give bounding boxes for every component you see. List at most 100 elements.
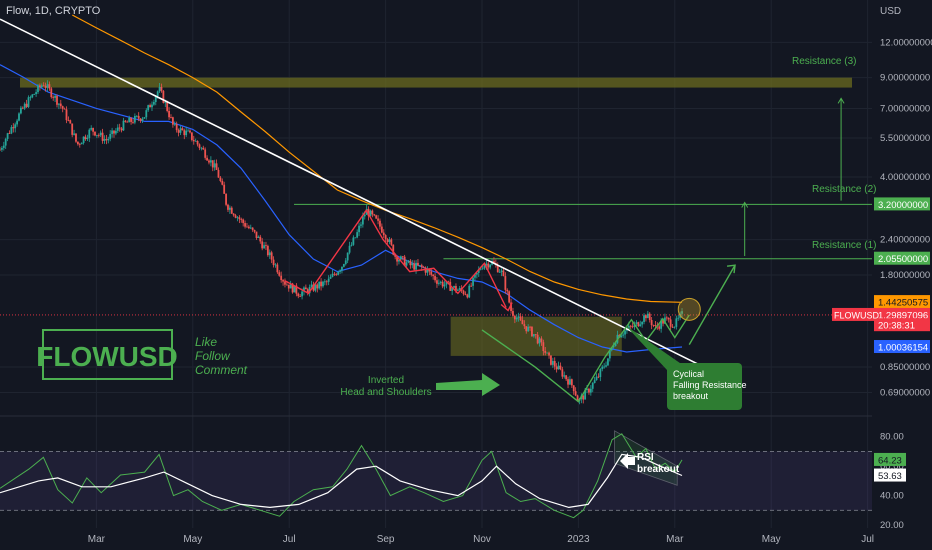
candle[interactable] — [54, 94, 56, 103]
candle[interactable] — [228, 205, 231, 214]
candle[interactable] — [333, 271, 336, 276]
candle[interactable] — [50, 87, 53, 99]
candle[interactable] — [401, 255, 404, 261]
candle[interactable] — [477, 266, 480, 277]
candle[interactable] — [603, 363, 606, 369]
candle[interactable] — [124, 119, 127, 123]
candle[interactable] — [380, 223, 383, 234]
candle[interactable] — [487, 261, 490, 270]
candle[interactable] — [570, 378, 573, 388]
candle[interactable] — [504, 272, 507, 294]
candle[interactable] — [413, 260, 416, 271]
candle[interactable] — [574, 387, 577, 397]
candle[interactable] — [242, 218, 245, 227]
candle[interactable] — [462, 289, 465, 296]
candle[interactable] — [202, 145, 205, 150]
candle[interactable] — [118, 123, 121, 132]
candle[interactable] — [673, 326, 676, 329]
candle[interactable] — [95, 134, 98, 139]
candle[interactable] — [510, 298, 512, 314]
candle[interactable] — [675, 315, 678, 330]
candle[interactable] — [422, 265, 425, 269]
candle[interactable] — [80, 142, 83, 145]
candle[interactable] — [111, 127, 113, 138]
candle[interactable] — [151, 101, 153, 111]
candle[interactable] — [605, 361, 607, 368]
candle[interactable] — [179, 126, 182, 136]
candle[interactable] — [593, 377, 596, 384]
candle[interactable] — [23, 102, 26, 111]
candle[interactable] — [432, 273, 435, 280]
candle[interactable] — [532, 334, 535, 338]
candle[interactable] — [500, 268, 503, 277]
candle[interactable] — [342, 263, 345, 268]
candle[interactable] — [63, 107, 66, 110]
candle[interactable] — [189, 129, 191, 134]
candle[interactable] — [646, 310, 649, 319]
candle[interactable] — [94, 131, 96, 137]
price-axis[interactable]: 12.00000000 9.00000000 7.00000000 5.5000000… — [88, 37, 932, 545]
candle[interactable] — [35, 89, 37, 97]
candle[interactable] — [194, 138, 197, 142]
candle[interactable] — [377, 215, 379, 225]
candle[interactable] — [339, 269, 341, 274]
candle[interactable] — [128, 115, 131, 123]
candle[interactable] — [33, 93, 36, 95]
candle[interactable] — [521, 315, 524, 325]
candle[interactable] — [69, 119, 72, 124]
candle[interactable] — [232, 213, 235, 217]
candle[interactable] — [384, 234, 387, 242]
candle[interactable] — [56, 94, 58, 108]
candle[interactable] — [130, 117, 132, 125]
candle[interactable] — [149, 103, 151, 108]
candle[interactable] — [170, 114, 172, 119]
candle[interactable] — [289, 280, 292, 289]
candle[interactable] — [348, 241, 351, 255]
candle[interactable] — [447, 280, 450, 283]
candle[interactable] — [266, 244, 269, 257]
candle[interactable] — [122, 117, 125, 131]
candle[interactable] — [637, 321, 640, 327]
candle[interactable] — [16, 118, 18, 127]
candle[interactable] — [529, 325, 531, 331]
candle[interactable] — [508, 290, 511, 304]
candle[interactable] — [105, 134, 108, 145]
candle[interactable] — [563, 371, 566, 379]
candle[interactable] — [550, 355, 552, 366]
candle[interactable] — [293, 285, 296, 293]
candle[interactable] — [168, 107, 170, 120]
candle[interactable] — [99, 130, 102, 138]
candle[interactable] — [639, 320, 642, 327]
candle[interactable] — [354, 237, 357, 239]
candle[interactable] — [369, 209, 372, 217]
candle[interactable] — [215, 159, 218, 171]
candle[interactable] — [86, 134, 89, 142]
candle[interactable] — [310, 280, 313, 288]
candle[interactable] — [272, 256, 275, 268]
candle[interactable] — [601, 364, 604, 372]
candle[interactable] — [417, 258, 419, 267]
candle[interactable] — [650, 317, 653, 330]
candle[interactable] — [88, 128, 91, 143]
candle[interactable] — [107, 136, 110, 144]
candle[interactable] — [517, 312, 520, 322]
candle[interactable] — [14, 122, 17, 133]
candle[interactable] — [350, 242, 353, 247]
candle[interactable] — [4, 137, 7, 149]
candle[interactable] — [493, 257, 495, 264]
candle[interactable] — [287, 284, 290, 292]
candle[interactable] — [52, 95, 55, 101]
candle[interactable] — [76, 141, 79, 146]
candle[interactable] — [299, 294, 302, 297]
candle[interactable] — [236, 216, 239, 222]
candle[interactable] — [409, 259, 412, 269]
candle[interactable] — [331, 269, 334, 278]
candle[interactable] — [274, 263, 277, 268]
candle[interactable] — [44, 82, 47, 92]
candle[interactable] — [392, 244, 395, 256]
candle[interactable] — [344, 257, 347, 266]
candle[interactable] — [559, 362, 562, 371]
candle[interactable] — [137, 112, 140, 122]
candle[interactable] — [230, 206, 233, 215]
candle[interactable] — [428, 268, 431, 276]
